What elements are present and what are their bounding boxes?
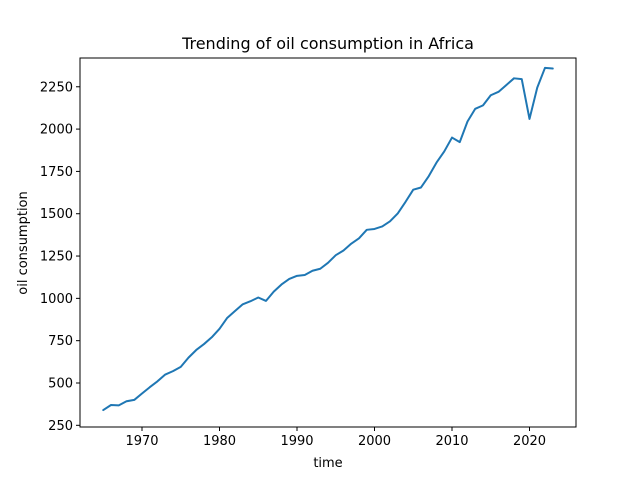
axes-frame xyxy=(79,57,577,428)
y-tick-label: 1500 xyxy=(40,207,73,222)
series-line xyxy=(102,66,554,412)
y-tick-label: 1000 xyxy=(40,292,73,307)
x-tick-label: 2000 xyxy=(358,434,391,449)
y-axis-ticks: 250 500 750 1000 1250 1500 1750 2000 2250 xyxy=(40,80,80,434)
x-tick-label: 2010 xyxy=(435,434,468,449)
x-axis-label: time xyxy=(313,456,342,471)
y-tick-label: 750 xyxy=(48,334,73,349)
x-axis-ticks: 1970 1980 1990 2000 2010 2020 xyxy=(125,427,546,449)
y-tick-label: 1750 xyxy=(40,165,73,180)
x-tick-label: 2020 xyxy=(513,434,546,449)
x-tick-label: 1970 xyxy=(125,434,158,449)
chart-title: Trending of oil consumption in Africa xyxy=(181,34,474,53)
x-tick-label: 1980 xyxy=(203,434,236,449)
y-axis-label: oil consumption xyxy=(16,191,31,294)
y-tick-label: 1250 xyxy=(40,250,73,265)
y-tick-label: 2000 xyxy=(40,123,73,138)
plot-area xyxy=(102,66,554,412)
y-tick-label: 500 xyxy=(48,376,73,391)
y-tick-label: 250 xyxy=(48,419,73,434)
y-tick-label: 2250 xyxy=(40,80,73,95)
x-tick-label: 1990 xyxy=(280,434,313,449)
